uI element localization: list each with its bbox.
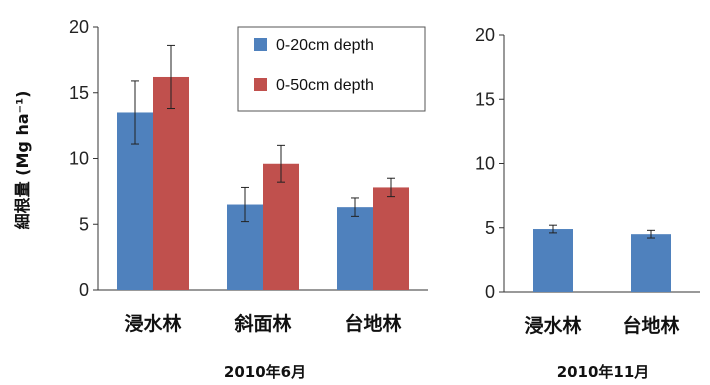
y-axis-label: 細根量 (Mg ha⁻¹) [13,91,32,230]
bar-0-50cm-depth-0 [153,76,189,290]
bar-0-50cm-depth-2 [373,187,409,290]
y-tick-label: 5 [79,214,89,234]
legend-box [237,26,426,112]
legend-label: 0-20cm depth [276,37,374,54]
legend-swatch [254,38,267,51]
bar-series-0 [533,229,573,292]
y-tick-label: 10 [69,149,89,169]
bar-0-20cm-depth-2 [337,207,373,290]
y-tick-label: 15 [475,89,495,109]
category-label: 浸水林 [124,312,181,335]
y-tick-label: 0 [485,282,495,302]
category-label: 台地林 [622,314,679,337]
legend-swatch [254,78,267,91]
chart-november-2010: 0 5 10 15 20 浸水林 台地林 [475,25,700,337]
legend-label: 0-50cm depth [276,77,374,94]
chart-june-2010: 0 5 10 15 20 浸水林 斜面林 台地林 0-20cm depth 0-50cm dept… [69,17,428,335]
y-tick-label: 20 [69,17,89,37]
y-tick-label: 20 [475,25,495,45]
bar-series-1 [631,234,671,292]
subtitle-june-2010: 2010年6月 [224,363,306,381]
category-label: 浸水林 [524,314,581,337]
y-tick-label: 10 [475,154,495,174]
category-label: 台地林 [344,312,401,335]
subtitle-november-2010: 2010年11月 [557,363,650,381]
y-tick-label: 15 [69,83,89,103]
y-tick-label: 0 [79,280,89,300]
bar-0-50cm-depth-1 [263,163,299,290]
category-label: 斜面林 [233,312,291,335]
y-tick-label: 5 [485,218,495,238]
